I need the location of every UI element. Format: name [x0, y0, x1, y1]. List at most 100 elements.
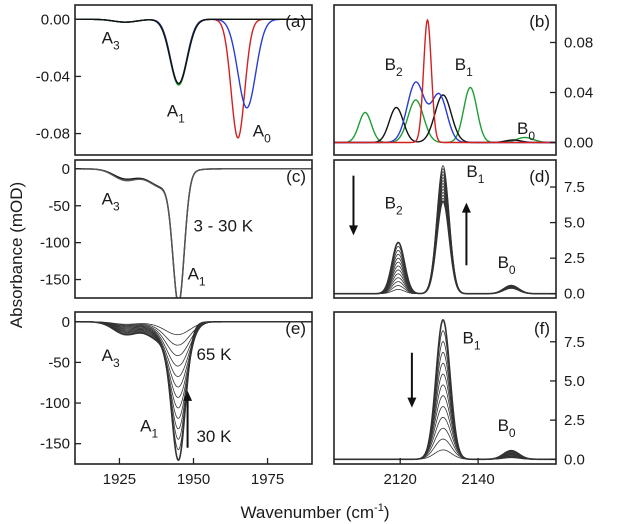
- panel-d-trace-0: [334, 200, 556, 295]
- panel-e-arrow-0: [183, 390, 193, 448]
- panel-a-frame: [74, 4, 313, 156]
- panel-f-annotation-0: B1: [463, 328, 481, 352]
- panel-d-trace-2: [334, 194, 556, 295]
- panel-d-annotation-1-sub: 1: [478, 172, 485, 186]
- panel-e-annotation-1: A1: [140, 416, 158, 440]
- panel-d-annotation-2: B0: [498, 253, 516, 277]
- panel-c-ytick-label-2: -100: [40, 235, 70, 252]
- panel-a-plot: [75, 18, 312, 139]
- panel-b-annotation-2-sub: 0: [528, 129, 535, 143]
- panel-a-ytick-label-0: 0.00: [41, 11, 70, 28]
- panel-b-annotation-0-sub: 2: [396, 65, 403, 79]
- panel-d-trace-1: [334, 197, 556, 295]
- panel-b-annotation-1: B1: [455, 55, 473, 79]
- panel-d-annotation-2-sub: 0: [509, 263, 516, 277]
- panel-f-xtick-label-0: 2120: [384, 471, 417, 488]
- panel-d-ytick-label-1: 2.5: [564, 250, 585, 267]
- panel-f-trace-3: [334, 351, 556, 460]
- panel-e-ytick-label-1: -50: [48, 354, 70, 371]
- panel-c-annotation-0-sub: 3: [113, 199, 120, 213]
- panel-a-annotation-2-sub: 0: [264, 131, 271, 145]
- panel-f-annotation-0-sub: 1: [474, 338, 481, 352]
- panel-d-arrow-1: [461, 202, 471, 266]
- panel-c-label: (c): [286, 167, 306, 186]
- panel-f-label: (f): [534, 319, 550, 338]
- panel-c-plot: [75, 168, 312, 298]
- panel-c-ytick-label-3: -150: [40, 272, 70, 289]
- panel-a-ytick-label-1: -0.04: [36, 68, 70, 85]
- panel-f-annotation-1: B0: [498, 416, 516, 440]
- panel-e-annotation-1-sub: 1: [152, 426, 159, 440]
- panel-e-arrow-0-head: [183, 390, 193, 401]
- x-axis-label-end: ): [384, 503, 390, 522]
- panel-f-trace-9: [334, 416, 556, 460]
- panel-f-trace-6: [334, 384, 556, 460]
- panel-d-arrow-0-head: [348, 225, 358, 236]
- panel-d-trace-12: [334, 165, 556, 295]
- panel-b-annotation-2: B0: [517, 119, 535, 143]
- panel-b-frame: [333, 4, 557, 156]
- panel-a-annotation-2: A0: [253, 121, 271, 145]
- panel-e-ytick-label-0: 0: [62, 314, 70, 331]
- panel-f-trace-8: [334, 406, 556, 460]
- panel-f-trace-10: [334, 427, 556, 460]
- panel-d-arrow-0: [348, 175, 358, 236]
- panel-a-annotation-2-main: A: [253, 121, 265, 140]
- panel-e-ytick-label-2: -100: [40, 395, 70, 412]
- panel-f-trace-0: [334, 318, 556, 461]
- panel-e-plot: [75, 320, 312, 462]
- panel-b-annotation-0-main: B: [385, 55, 396, 74]
- panel-f-ytick-label-1: 2.5: [564, 412, 585, 429]
- panel-f-frame: [333, 311, 557, 465]
- panel-e-annotation-0-main: A: [102, 346, 114, 365]
- panel-f-ytick-label-0: 0.0: [564, 451, 585, 468]
- panel-e-xtick-label-1: 1950: [177, 471, 210, 488]
- panel-e-xtick-label-0: 1925: [103, 471, 136, 488]
- panel-f-trace-12: [334, 449, 556, 460]
- panel-e-ytick-label-3: -150: [40, 436, 70, 453]
- panel-b-annotation-0: B2: [385, 55, 403, 79]
- panel-d-ytick-label-2: 5.0: [564, 215, 585, 232]
- panel-a-annotation-0-sub: 3: [113, 39, 120, 53]
- panel-b-ytick-label-1: 0.04: [564, 85, 593, 102]
- panel-c-annotation-1-sub: 1: [199, 275, 206, 289]
- x-axis-label: Wavenumber (cm-1): [241, 502, 390, 522]
- x-axis-label-sup: -1: [374, 502, 384, 514]
- panel-b-plot: [334, 18, 556, 144]
- panel-d-annotation-0-main: B: [385, 193, 396, 212]
- panel-d-annotation-0-sub: 2: [396, 203, 403, 217]
- panel-a-series-3: [75, 18, 312, 85]
- panel-e-note-0: 65 K: [196, 345, 232, 364]
- panel-f-xtick-label-1: 2140: [461, 471, 494, 488]
- panel-b-ytick-label-0: 0.00: [564, 135, 593, 152]
- panel-e-xtick-label-2: 1975: [251, 471, 284, 488]
- y-axis-label: Absorbance (mOD): [7, 182, 26, 328]
- panel-e-annotation-0-sub: 3: [113, 356, 120, 370]
- panel-f-ytick-label-3: 7.5: [564, 334, 585, 351]
- panel-a-annotation-1-main: A: [167, 101, 179, 120]
- x-axis-label-main: Wavenumber (cm: [241, 503, 375, 522]
- panel-a-label: (a): [285, 12, 306, 31]
- panel-f-annotation-0-main: B: [463, 328, 474, 347]
- panel-b-annotation-1-sub: 1: [466, 65, 473, 79]
- panel-c-annotation-0-main: A: [102, 189, 114, 208]
- panel-d-ytick-label-3: 7.5: [564, 179, 585, 196]
- panel-f-arrow-0: [407, 352, 417, 408]
- panel-b-annotation-1-main: B: [455, 55, 466, 74]
- panel-a-annotation-1: A1: [167, 101, 185, 125]
- panel-c-annotation-0: A3: [102, 189, 120, 213]
- panel-c-annotation-1-main: A: [188, 265, 200, 284]
- panel-b-label: (b): [529, 12, 550, 31]
- panel-e-annotation-1-main: A: [140, 416, 152, 435]
- panel-c-note-0: 3 - 30 K: [194, 217, 254, 236]
- panel-a-ytick-label-2: -0.08: [36, 126, 70, 143]
- panel-e-label: (e): [285, 319, 306, 338]
- panel-c-frame: [74, 159, 313, 299]
- panel-d-plot: [334, 165, 556, 295]
- panel-f-ytick-label-2: 5.0: [564, 373, 585, 390]
- panel-f-annotation-1-main: B: [498, 416, 509, 435]
